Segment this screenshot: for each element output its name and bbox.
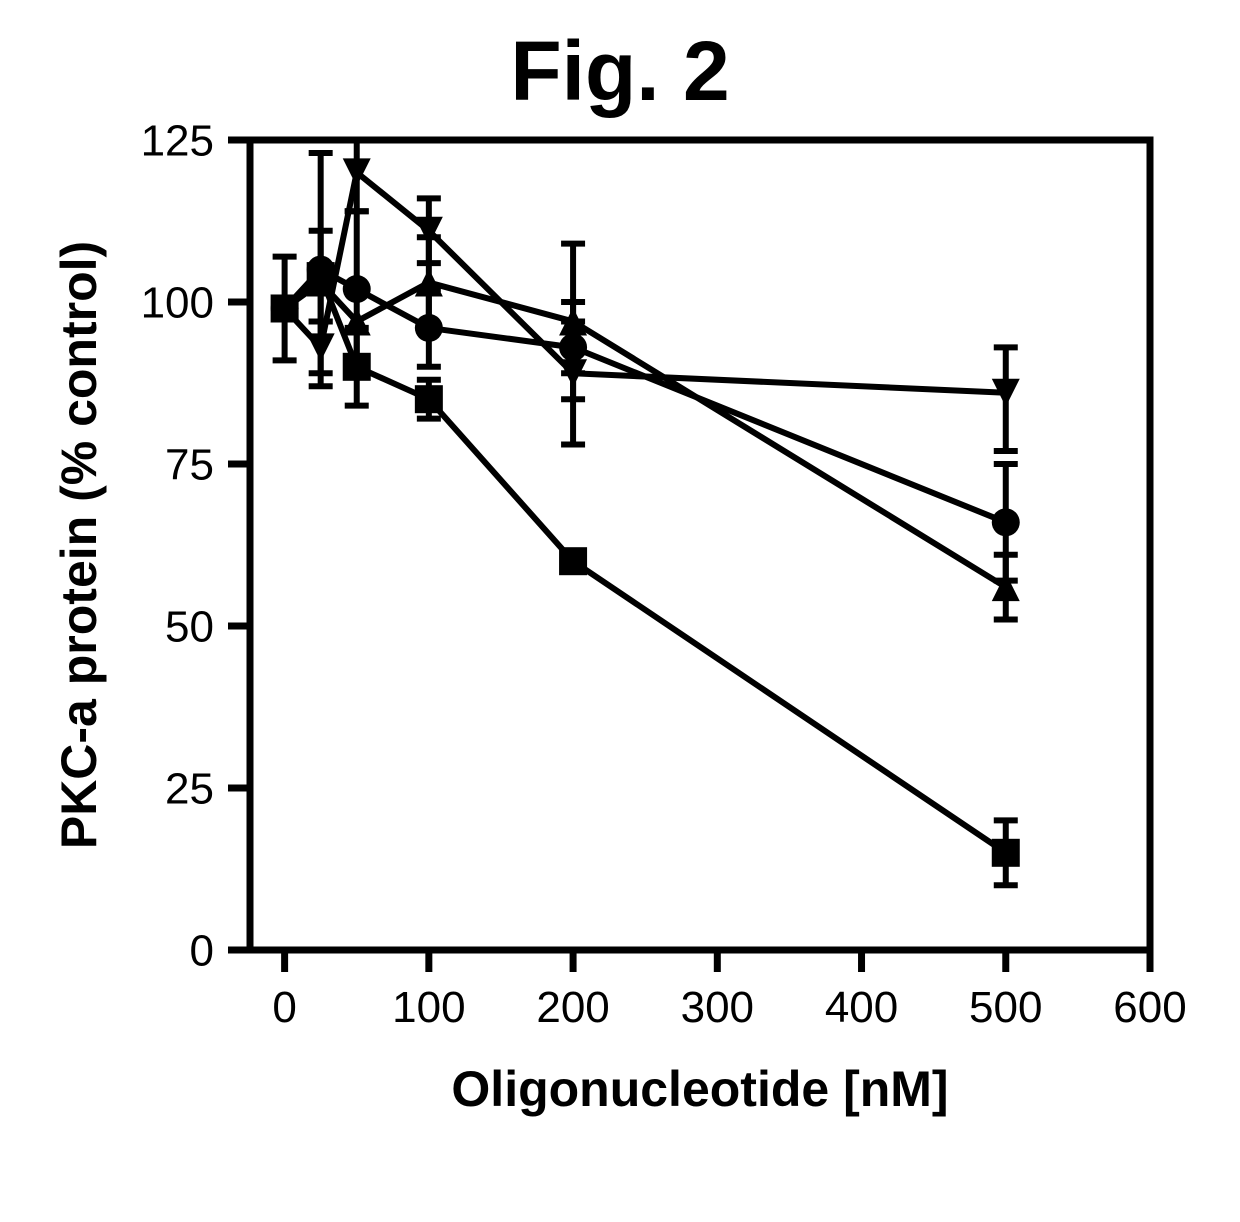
- y-tick-label: 100: [141, 278, 214, 327]
- marker-circle: [559, 333, 587, 361]
- y-tick-label: 0: [190, 926, 214, 975]
- figure-title: Fig. 2: [510, 24, 729, 118]
- y-tick-label: 50: [165, 602, 214, 651]
- marker-triangle-up: [992, 573, 1020, 601]
- series-line-circle: [285, 270, 1006, 523]
- y-tick-label: 25: [165, 764, 214, 813]
- series-line-triangle-down: [285, 172, 1006, 392]
- x-tick-label: 600: [1113, 983, 1186, 1032]
- x-tick-label: 200: [536, 983, 609, 1032]
- marker-square: [559, 547, 587, 575]
- line-chart: Fig. 2 0 100 200 300 400 500 600 0 25 50 75 100 125 Ol…: [0, 0, 1240, 1222]
- x-axis-label: Oligonucleotide [nM]: [451, 1061, 948, 1117]
- x-tick-label: 100: [392, 983, 465, 1032]
- marker-square: [415, 385, 443, 413]
- y-tick-label: 125: [141, 116, 214, 165]
- x-tick-label: 500: [969, 983, 1042, 1032]
- marker-circle: [415, 314, 443, 342]
- plot-border: [250, 140, 1150, 950]
- data-layer: [273, 134, 1018, 886]
- series-line-triangle-up: [285, 283, 1006, 588]
- y-axis-label: PKC-a protein (% control): [51, 241, 107, 849]
- marker-layer: [271, 158, 1020, 866]
- y-tick-label: 75: [165, 440, 214, 489]
- marker-square: [992, 839, 1020, 867]
- marker-circle: [992, 508, 1020, 536]
- x-tick-label: 300: [681, 983, 754, 1032]
- marker-circle: [343, 275, 371, 303]
- x-tick-label: 0: [272, 983, 296, 1032]
- x-tick-label: 400: [825, 983, 898, 1032]
- marker-square: [343, 353, 371, 381]
- marker-triangle-down: [307, 333, 335, 361]
